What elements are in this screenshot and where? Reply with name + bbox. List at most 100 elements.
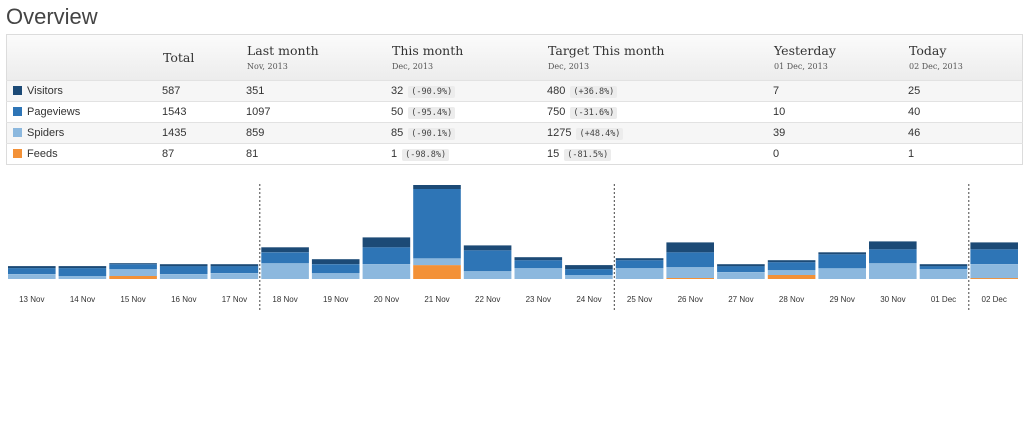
- cell-total: 1435: [162, 127, 187, 139]
- bar-segment-visitors: [58, 266, 107, 269]
- x-tick-label: 13 Nov: [19, 295, 44, 304]
- table-header: Total Last month Nov, 2013 This month Dec,…: [6, 34, 1023, 81]
- x-tick-label: 28 Nov: [779, 295, 804, 304]
- bar-segment-spiders: [413, 258, 461, 266]
- bar-segment-visitors: [869, 241, 917, 250]
- x-tick-label: 18 Nov: [272, 295, 297, 304]
- x-tick-label: 30 Nov: [880, 295, 905, 304]
- legend-swatch-feeds: [13, 149, 22, 158]
- bar-segment-visitors: [159, 264, 208, 267]
- bar-segment-pageviews: [210, 266, 259, 273]
- bar-segment-visitors: [311, 259, 360, 265]
- bar-segment-feeds: [666, 278, 714, 279]
- cell-last-month: 351: [246, 85, 265, 97]
- bar-segment-spiders: [818, 268, 866, 279]
- bar-segment-spiders: [159, 274, 208, 279]
- header-this-month: This month Dec, 2013: [391, 35, 547, 81]
- bar-segment-spiders: [717, 272, 765, 279]
- bar-segment-spiders: [463, 271, 512, 279]
- legend-swatch-pageviews: [13, 107, 22, 116]
- x-tick-label: 02 Dec: [982, 295, 1007, 304]
- bar-segment-spiders: [362, 264, 411, 279]
- bar-segment-spiders: [514, 268, 563, 279]
- bar-segment-pageviews: [970, 249, 1018, 265]
- header-sub: Dec, 2013: [392, 62, 434, 71]
- x-tick-label: 19 Nov: [323, 295, 348, 304]
- bar-segment-visitors: [109, 263, 157, 265]
- bar-segment-feeds: [413, 265, 461, 279]
- row-label: Spiders: [7, 123, 163, 144]
- bar-segment-visitors: [919, 264, 968, 267]
- bar-segment-visitors: [615, 258, 664, 261]
- bar-segment-spiders: [311, 273, 360, 279]
- bar-segment-visitors: [514, 257, 563, 261]
- cell-last-month: 81: [246, 148, 259, 160]
- bar-segment-spiders: [615, 268, 664, 279]
- cell-total: 587: [162, 85, 181, 97]
- overview-table: Total Last month Nov, 2013 This month Dec,…: [6, 34, 1023, 165]
- bar-segment-pageviews: [565, 269, 613, 275]
- bar-segment-pageviews: [615, 260, 664, 269]
- header-sub: Dec, 2013: [548, 62, 590, 71]
- cell-yesterday: 39: [773, 127, 786, 139]
- bar-segment-spiders: [666, 267, 714, 278]
- bar-segment-spiders: [767, 270, 816, 275]
- cell-yesterday: 0: [773, 148, 780, 160]
- bar-segment-visitors: [463, 245, 512, 251]
- pct-badge: (+48.4%): [576, 127, 624, 140]
- bar-segment-pageviews: [413, 189, 461, 259]
- cell-total: 1543: [162, 106, 187, 118]
- bar-segment-spiders: [869, 263, 917, 279]
- header-today: Today 02 Dec, 2013: [908, 35, 1023, 81]
- table-row-spiders: Spiders 1435 859 85 (-90.1%) 1275 (+48.4%)…: [6, 122, 1023, 144]
- cell-total: 87: [162, 148, 175, 160]
- pct-badge: (-90.1%): [408, 127, 456, 140]
- row-label: Pageviews: [7, 102, 163, 123]
- cell-this-month: 32 (-90.9%): [391, 81, 547, 102]
- bar-segment-feeds: [109, 276, 157, 279]
- header-sub: 02 Dec, 2013: [909, 62, 963, 71]
- cell-target: 1275 (+48.4%): [547, 123, 773, 144]
- cell-target: 15 (-81.5%): [547, 144, 773, 165]
- table-row-pageviews: Pageviews 1543 1097 50 (-95.4%) 750 (-31.6…: [6, 101, 1023, 123]
- bar-segment-visitors: [666, 242, 714, 253]
- bar-segment-pageviews: [717, 266, 765, 272]
- header-target: Target This month Dec, 2013: [547, 35, 773, 81]
- bar-segment-pageviews: [159, 266, 208, 274]
- legend-swatch-spiders: [13, 128, 22, 137]
- bar-segment-pageviews: [818, 254, 866, 269]
- x-tick-label: 21 Nov: [424, 295, 449, 304]
- x-tick-label: 22 Nov: [475, 295, 500, 304]
- cell-target: 480 (+36.8%): [547, 81, 773, 102]
- bar-segment-pageviews: [311, 264, 360, 274]
- bar-segment-pageviews: [362, 247, 411, 265]
- bar-segment-visitors: [717, 264, 765, 267]
- cell-today: 46: [908, 127, 921, 139]
- bar-segment-pageviews: [8, 268, 56, 274]
- table-row-feeds: Feeds 87 81 1 (-98.8%) 15 (-81.5%) 0 1: [6, 143, 1023, 165]
- cell-this-month: 50 (-95.4%): [391, 102, 547, 123]
- x-tick-label: 14 Nov: [70, 295, 95, 304]
- bar-segment-pageviews: [666, 252, 714, 268]
- bar-segment-pageviews: [463, 250, 512, 272]
- bar-segment-pageviews: [514, 260, 563, 269]
- x-tick-label: 20 Nov: [374, 295, 399, 304]
- header-total: Total: [163, 50, 195, 65]
- bar-segment-spiders: [919, 269, 968, 279]
- cell-today: 1: [908, 148, 915, 160]
- bar-segment-visitors: [413, 185, 461, 189]
- x-tick-label: 16 Nov: [171, 295, 196, 304]
- legend-swatch-visitors: [13, 86, 22, 95]
- pct-badge: (+36.8%): [570, 85, 618, 98]
- bar-segment-visitors: [261, 247, 309, 253]
- bar-segment-spiders: [261, 263, 309, 279]
- pct-badge: (-95.4%): [408, 106, 456, 119]
- bar-segment-spiders: [109, 269, 157, 276]
- bar-segment-spiders: [58, 276, 107, 279]
- header-sub: Nov, 2013: [247, 62, 288, 71]
- x-tick-label: 15 Nov: [120, 295, 145, 304]
- x-tick-label: 25 Nov: [627, 295, 652, 304]
- cell-this-month: 85 (-90.1%): [391, 123, 547, 144]
- bar-segment-feeds: [970, 278, 1018, 279]
- x-tick-label: 17 Nov: [222, 295, 247, 304]
